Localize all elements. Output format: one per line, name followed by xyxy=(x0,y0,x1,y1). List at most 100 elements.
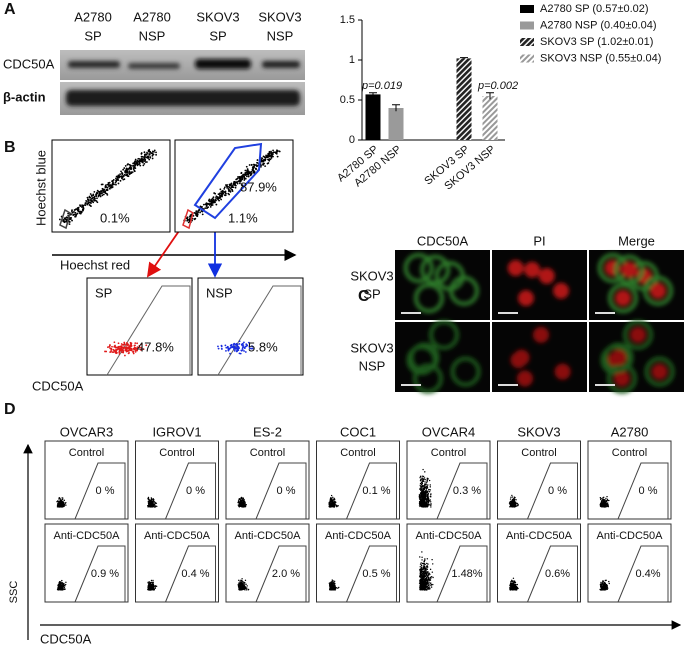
event-dot xyxy=(263,163,265,165)
event-dot xyxy=(86,203,88,205)
event-dot xyxy=(430,579,431,580)
event-dot xyxy=(65,217,67,219)
event-dot xyxy=(424,471,425,472)
event-dot xyxy=(429,491,430,492)
y-tick-label: 1.5 xyxy=(340,14,355,26)
event-dot xyxy=(234,350,236,352)
event-dot xyxy=(134,344,136,346)
bar xyxy=(366,94,381,140)
event-dot xyxy=(139,160,141,162)
event-dot xyxy=(62,502,63,503)
event-dot xyxy=(87,197,89,199)
event-dot xyxy=(64,589,65,590)
event-dot xyxy=(92,197,94,199)
event-dot xyxy=(155,505,156,506)
event-dot xyxy=(151,503,152,504)
event-dot xyxy=(107,187,109,189)
event-dot xyxy=(106,184,108,186)
event-dot xyxy=(420,504,421,505)
event-dot xyxy=(331,585,332,586)
event-dot xyxy=(246,166,248,168)
event-dot xyxy=(420,563,421,564)
event-dot xyxy=(601,503,602,504)
event-dot xyxy=(98,194,100,196)
event-dot xyxy=(91,195,93,197)
event-dot xyxy=(153,151,155,153)
event-dot xyxy=(225,193,227,195)
y-tick-label: 0 xyxy=(349,134,355,146)
event-dot xyxy=(422,493,423,494)
event-dot xyxy=(241,504,242,505)
event-dot xyxy=(421,571,422,572)
event-dot xyxy=(71,209,73,211)
event-dot xyxy=(513,582,514,583)
event-dot xyxy=(514,589,515,590)
x-axis-label: CDC50A xyxy=(32,378,84,393)
event-dot xyxy=(120,180,122,182)
event-dot xyxy=(102,184,104,186)
event-dot xyxy=(419,494,420,495)
event-dot xyxy=(124,350,126,352)
event-dot xyxy=(153,589,154,590)
event-dot xyxy=(119,353,121,355)
event-dot xyxy=(92,194,94,196)
event-dot xyxy=(240,583,241,584)
event-dot xyxy=(103,189,105,191)
red-nucleus xyxy=(539,268,555,284)
event-dot xyxy=(134,163,136,165)
event-dot xyxy=(222,190,224,192)
channel-label: PI xyxy=(533,233,545,248)
event-dot xyxy=(233,343,235,345)
red-nucleus xyxy=(533,327,549,343)
event-dot xyxy=(426,488,427,489)
gate-percent: 2.0 % xyxy=(272,568,300,580)
event-dot xyxy=(218,198,220,200)
event-dot xyxy=(426,586,427,587)
red-nucleus xyxy=(514,350,530,366)
gate-percent: 1.1% xyxy=(228,210,258,225)
event-dot xyxy=(605,503,606,504)
event-dot xyxy=(125,165,127,167)
event-dot xyxy=(426,563,427,564)
row-label: β-actin xyxy=(3,89,46,104)
event-dot xyxy=(424,479,425,480)
event-dot xyxy=(114,345,116,347)
cell-line: OVCAR3 xyxy=(60,424,113,439)
event-dot xyxy=(221,348,223,350)
event-dot xyxy=(111,346,113,348)
event-dot xyxy=(197,214,199,216)
event-dot xyxy=(70,217,72,219)
event-dot xyxy=(139,158,141,160)
event-dot xyxy=(422,589,423,590)
event-dot xyxy=(109,185,111,187)
event-dot xyxy=(209,203,211,205)
event-dot xyxy=(111,184,113,186)
event-dot xyxy=(419,583,420,584)
event-dot xyxy=(132,351,134,353)
event-dot xyxy=(135,159,137,161)
event-dot xyxy=(213,196,215,198)
event-dot xyxy=(421,557,422,558)
event-dot xyxy=(334,499,335,500)
event-dot xyxy=(153,586,154,587)
event-dot xyxy=(58,502,59,503)
event-dot xyxy=(514,499,515,500)
event-dot xyxy=(268,162,270,164)
event-dot xyxy=(421,559,422,560)
event-dot xyxy=(428,575,429,576)
event-dot xyxy=(330,581,331,582)
event-dot xyxy=(219,188,221,190)
event-dot xyxy=(428,504,429,505)
event-dot xyxy=(256,162,258,164)
event-dot xyxy=(424,567,425,568)
event-dot xyxy=(147,589,148,590)
event-dot xyxy=(427,576,428,577)
event-dot xyxy=(209,198,211,200)
red-nucleus xyxy=(630,327,646,343)
event-dot xyxy=(422,469,423,470)
event-dot xyxy=(239,585,240,586)
event-dot xyxy=(56,501,57,502)
event-dot xyxy=(427,558,428,559)
event-dot xyxy=(59,497,60,498)
legend-label: SKOV3 NSP (0.55±0.04) xyxy=(540,52,661,64)
